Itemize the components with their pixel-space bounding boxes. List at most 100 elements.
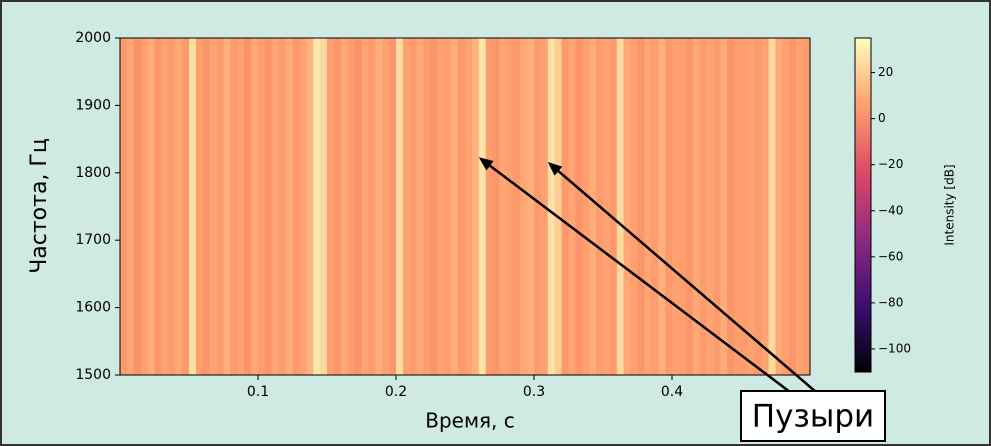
colorbar-segment <box>855 201 871 206</box>
colorbar-segment <box>855 118 871 122</box>
spectrogram-column <box>237 38 245 375</box>
y-tick-label: 1900 <box>75 97 111 113</box>
spectrogram-column <box>258 38 266 375</box>
spectrogram-column <box>492 38 500 375</box>
colorbar-segment <box>855 38 871 42</box>
spectrogram-column <box>251 38 259 375</box>
colorbar-segment <box>855 235 871 239</box>
colorbar-segment <box>855 88 871 92</box>
colorbar-segment <box>855 271 871 276</box>
spectrogram-column <box>361 38 369 375</box>
colorbar-segment <box>855 121 871 126</box>
spectrogram-column <box>499 38 507 375</box>
spectrogram-column <box>147 38 155 375</box>
spectrogram-column <box>603 38 611 375</box>
colorbar-segment <box>855 71 871 76</box>
colorbar-tick-label: −40 <box>878 203 903 217</box>
colorbar-segment <box>855 78 871 82</box>
spectrogram-column <box>320 38 328 375</box>
spectrogram-column <box>216 38 224 375</box>
colorbar-segment <box>855 61 871 66</box>
spectrogram-column <box>182 38 190 375</box>
colorbar-segment <box>855 368 871 373</box>
colorbar-segment <box>855 205 871 209</box>
spectrogram-column <box>527 38 535 375</box>
colorbar-segment <box>855 238 871 243</box>
spectrogram-column <box>230 38 238 375</box>
spectrogram-column <box>575 38 583 375</box>
spectrogram-column <box>720 38 728 375</box>
spectrogram-column <box>644 38 652 375</box>
colorbar-segment <box>855 124 871 129</box>
colorbar-segment <box>855 251 871 256</box>
colorbar-segment <box>855 268 871 273</box>
spectrogram-column <box>209 38 218 375</box>
spectrogram-column <box>775 38 783 375</box>
colorbar-segment <box>855 351 871 356</box>
colorbar-segment <box>855 151 871 156</box>
spectrogram-column <box>568 38 576 375</box>
colorbar-segment <box>855 305 871 310</box>
spectrogram-column <box>713 38 721 375</box>
colorbar-segment <box>855 144 871 149</box>
spectrogram-column <box>741 38 749 375</box>
spectrogram-column <box>423 38 431 375</box>
colorbar-tick-label: −20 <box>878 157 903 171</box>
plot-frame <box>119 37 811 376</box>
spectrogram-column <box>547 38 556 375</box>
x-tick-label: 0.1 <box>247 384 269 400</box>
colorbar-segment <box>855 291 871 296</box>
colorbar-segment <box>855 331 871 336</box>
y-tick-label: 1600 <box>75 300 111 316</box>
spectrogram-column <box>465 38 473 375</box>
colorbar-segment <box>855 171 871 176</box>
colorbar-segment <box>855 298 871 303</box>
spectrogram-column <box>409 38 418 375</box>
colorbar-segment <box>855 131 871 136</box>
colorbar-segment <box>855 168 871 173</box>
spectrogram-column <box>651 38 659 375</box>
spectrogram-column <box>333 38 342 375</box>
spectrogram-column <box>685 38 694 375</box>
colorbar-segment <box>855 41 871 46</box>
colorbar-segment <box>855 181 871 186</box>
spectrogram-column <box>678 38 687 375</box>
spectrogram-column <box>402 38 411 375</box>
spectrogram-column <box>313 38 321 375</box>
spectrogram-column <box>458 38 466 375</box>
colorbar-segment <box>855 51 871 56</box>
x-tick-label: 0.2 <box>385 384 407 400</box>
spectrogram-column <box>513 38 521 375</box>
colorbar-segment <box>855 98 871 102</box>
x-tick-label: 0.3 <box>523 384 545 400</box>
colorbar-segment <box>855 188 871 193</box>
spectrogram-column <box>195 38 204 375</box>
spectrogram-column <box>202 38 211 375</box>
colorbar-segment <box>855 308 871 313</box>
spectrogram-column <box>561 38 569 375</box>
colorbar-segment <box>855 341 871 346</box>
spectrogram-column <box>534 38 542 375</box>
spectrogram-column <box>368 38 376 375</box>
spectrogram-column <box>430 38 438 375</box>
spectrogram-column <box>354 38 362 375</box>
spectrogram-column <box>485 38 494 375</box>
spectrogram-column <box>471 38 480 375</box>
spectrogram-column <box>285 38 293 375</box>
colorbar-segment <box>855 275 871 279</box>
spectrogram-column <box>789 38 797 375</box>
spectrogram-column <box>589 38 597 375</box>
spectrogram-column <box>699 38 707 375</box>
colorbar-segment <box>855 218 871 223</box>
colorbar-segment <box>855 245 871 249</box>
colorbar-segment <box>855 174 871 179</box>
spectrogram-column <box>382 38 390 375</box>
spectrogram-column <box>444 38 452 375</box>
y-axis-label: Частота, Гц <box>27 138 52 274</box>
spectrogram-column <box>244 38 252 375</box>
colorbar-tick-label: −100 <box>878 341 911 355</box>
spectrogram-column <box>223 38 231 375</box>
colorbar-segment <box>855 104 871 109</box>
colorbar-segment <box>855 348 871 353</box>
